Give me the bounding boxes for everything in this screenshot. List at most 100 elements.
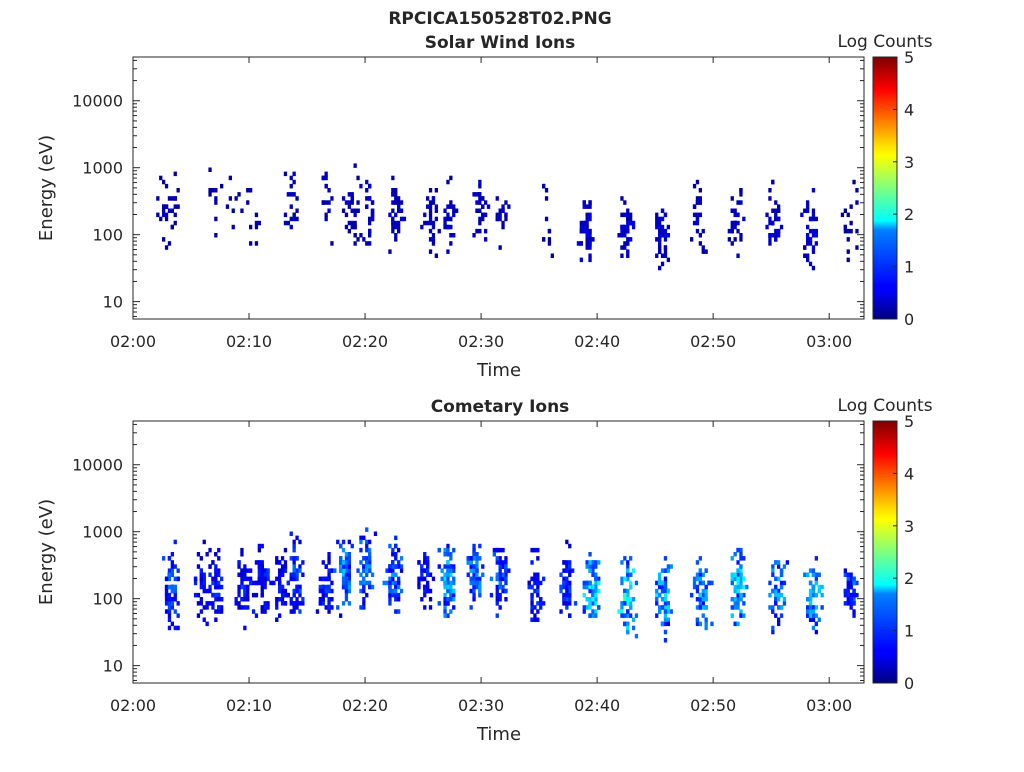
spectrogram-cell: [449, 175, 453, 181]
spectrogram-cell: [353, 224, 357, 230]
spectrogram-cell: [843, 601, 847, 606]
spectrogram-cell: [663, 228, 668, 234]
spectrogram-cell: [808, 609, 813, 614]
spectrogram-cell: [855, 228, 859, 234]
spectrogram-cell: [582, 605, 586, 610]
spectrogram-cell: [298, 609, 302, 614]
spectrogram-cell: [394, 233, 398, 238]
spectrogram-cell: [742, 216, 746, 222]
spectrogram-cell: [739, 580, 743, 586]
spectrogram-cell: [173, 196, 177, 201]
spectrogram-cell: [359, 605, 363, 610]
spectrogram-cell: [423, 552, 427, 557]
spectrogram-cell: [341, 584, 346, 590]
spectrogram-cell: [301, 560, 305, 565]
spectrogram-cell: [347, 204, 351, 209]
spectrogram-cell: [562, 560, 566, 565]
spectrogram-cell: [359, 580, 363, 586]
spectrogram-cell: [449, 233, 453, 238]
spectrogram-cell: [698, 605, 702, 610]
spectrogram-cell: [428, 588, 433, 594]
spectrogram-cell: [347, 572, 351, 577]
spectrogram-cell: [254, 220, 259, 226]
spectrogram-cell: [768, 220, 772, 226]
spectrogram-cell: [266, 576, 270, 582]
spectrogram-cell: [550, 253, 554, 258]
colorbar-tick-label: 2: [904, 569, 914, 588]
spectrogram-cell: [504, 216, 508, 222]
spectrogram-cell: [428, 216, 433, 222]
spectrogram-cell: [263, 572, 267, 577]
spectrogram-cell: [159, 175, 163, 181]
spectrogram-cell: [701, 249, 705, 254]
spectrogram-cell: [167, 597, 172, 602]
spectrogram-cell: [701, 613, 705, 618]
spectrogram-cell: [295, 556, 299, 561]
spectrogram-cell: [298, 564, 302, 569]
spectrogram-cell: [469, 556, 473, 561]
spectrogram-cell: [663, 584, 668, 590]
spectrogram-cell: [562, 597, 566, 602]
spectrogram-cell: [391, 564, 395, 569]
spectrogram-cell: [246, 584, 250, 590]
spectrogram-cell: [739, 572, 743, 577]
spectrogram-cell: [347, 576, 351, 582]
spectrogram-cell: [504, 588, 508, 594]
spectrogram-cell: [585, 560, 589, 565]
spectrogram-cell: [472, 592, 476, 598]
spectrogram-cell: [562, 584, 566, 590]
spectrogram-cell: [478, 228, 482, 234]
spectrogram-cell: [698, 621, 702, 627]
spectrogram-cell: [814, 629, 818, 635]
spectrogram-cell: [576, 241, 581, 246]
spectrogram-cell: [373, 531, 378, 536]
spectrogram-cell: [368, 564, 372, 569]
spectrogram-cell: [344, 212, 349, 218]
spectrogram-cell: [292, 543, 296, 549]
spectrogram-cell: [423, 556, 427, 561]
spectrogram-cell: [214, 200, 218, 205]
spectrogram-cell: [591, 588, 595, 594]
spectrogram-cell: [501, 584, 505, 590]
spectrogram-cell: [394, 535, 398, 541]
spectrogram-cell: [736, 253, 740, 258]
spectrogram-cell: [173, 588, 177, 594]
spectrogram-cell: [777, 605, 781, 610]
spectrogram-cell: [588, 580, 592, 586]
spectrogram-cell: [246, 576, 250, 582]
spectrogram-cell: [658, 592, 662, 598]
spectrogram-cell: [808, 241, 813, 246]
spectrogram-cell: [498, 560, 502, 565]
spectrogram-cell: [663, 601, 668, 606]
y-axis-label-cometary: Energy (eV): [36, 499, 57, 605]
spectrogram-cell: [368, 560, 372, 565]
spectrogram-cell: [446, 179, 450, 185]
spectrogram-cell: [214, 609, 218, 614]
spectrogram-cell: [585, 228, 589, 234]
spectrogram-cell: [701, 597, 705, 602]
spectrogram-cell: [623, 233, 627, 238]
spectrogram-cell: [501, 576, 505, 582]
spectrogram-cell: [469, 560, 473, 565]
spectrogram-cell: [478, 584, 482, 590]
spectrogram-cell: [370, 572, 375, 577]
y-tick-label: 10000: [72, 456, 123, 475]
spectrogram-cell: [660, 208, 665, 213]
spectrogram-cell: [597, 605, 601, 610]
spectrogram-cell: [849, 605, 853, 610]
colorbar-tick-label: 0: [904, 674, 914, 693]
spectrogram-cell: [388, 580, 392, 586]
spectrogram-cell: [350, 192, 354, 197]
spectrogram-cell: [739, 584, 743, 590]
spectrogram-cell: [324, 212, 328, 218]
spectrogram-cell: [626, 597, 630, 602]
spectrogram-cell: [292, 572, 296, 577]
spectrogram-cell: [626, 241, 630, 246]
spectrogram-cell: [623, 556, 627, 561]
spectrogram-cell: [327, 597, 331, 602]
spectrogram-cell: [565, 568, 569, 573]
spectrogram-cell: [173, 592, 177, 598]
spectrogram-cell: [249, 568, 253, 573]
spectrogram-cell: [193, 592, 198, 598]
spectrogram-cell: [481, 212, 485, 218]
